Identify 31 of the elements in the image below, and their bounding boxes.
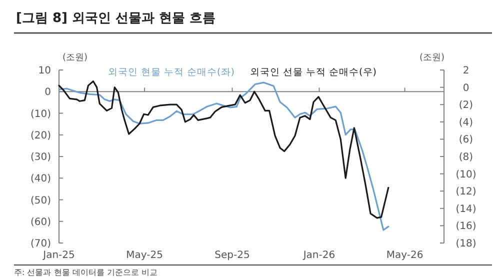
y-tick-label: (10) — [30, 108, 52, 120]
y2-axis-title: (조원) — [419, 53, 445, 63]
text: 주: 선물과 현물 데이터를 기준으로 비교 — [14, 268, 158, 277]
x-tick-label: Jan-26 — [302, 250, 336, 261]
y-tick-label: 10 — [38, 66, 51, 76]
chart-title: [그림 8] 외국인 선물과 현물 흐름 — [16, 11, 216, 26]
y2-tick-label: (18) — [456, 238, 476, 250]
y2-tick-label: (12) — [456, 186, 476, 198]
y-tick-label: (50) — [30, 195, 52, 206]
y2-tick-label: (6) — [458, 134, 474, 146]
x-tick-label: Sep-25 — [214, 250, 250, 261]
y2-tick-label: (10) — [456, 169, 476, 180]
y-axis-title: (조원) — [62, 53, 88, 63]
y2-tick-label: 2 — [462, 66, 470, 76]
y2-tick-label: (2) — [458, 100, 474, 112]
y-tick-label: (20) — [30, 130, 52, 142]
series-label: 외국인 선물 누적 순매수(우) — [250, 67, 376, 78]
y-tick-label: 0 — [44, 87, 51, 98]
y2-tick-label: (4) — [458, 117, 474, 128]
y2-tick-label: 0 — [462, 82, 470, 94]
y2-tick-label: (14) — [456, 204, 476, 215]
series-label: 외국인 현물 누적 순매수(좌) — [108, 67, 234, 78]
y-tick-label: (30) — [30, 152, 52, 163]
x-tick-label: May-25 — [126, 250, 163, 261]
x-tick-label: Jan-25 — [42, 250, 75, 261]
y2-tick-label: (8) — [458, 152, 474, 163]
y2-tick-label: (16) — [456, 221, 476, 232]
y-tick-label: (70) — [30, 238, 52, 250]
y-tick-label: (40) — [30, 174, 52, 185]
y-tick-label: (60) — [30, 216, 52, 228]
x-tick-label: May-26 — [386, 250, 424, 261]
